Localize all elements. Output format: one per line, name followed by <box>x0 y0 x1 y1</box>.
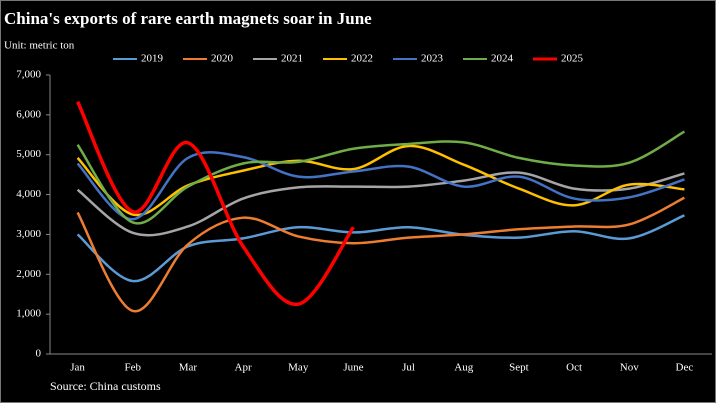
y-tick-label: 7,000 <box>16 69 41 81</box>
legend-label: 2020 <box>211 53 234 65</box>
series-line <box>76 130 686 225</box>
y-tick-label: 0 <box>36 348 42 360</box>
x-tick-label: Sept <box>509 362 529 374</box>
x-tick-label: Feb <box>125 362 142 374</box>
subtitle: Unit: metric ton <box>4 40 75 52</box>
x-tick-label: Aug <box>454 362 473 374</box>
y-tick-label: 4,000 <box>16 188 41 200</box>
series-line <box>76 171 685 237</box>
series-line <box>76 196 685 313</box>
series-line <box>76 151 685 221</box>
x-tick-label: June <box>343 362 363 374</box>
series-line <box>76 100 355 306</box>
y-tick-label: 1,000 <box>16 308 41 320</box>
y-tick-label: 5,000 <box>16 148 41 160</box>
legend-label: 2019 <box>141 53 164 65</box>
y-tick-label: 2,000 <box>16 268 41 280</box>
x-tick-label: Jan <box>70 362 85 374</box>
y-tick-label: 3,000 <box>16 228 41 240</box>
x-tick-label: Jul <box>402 362 415 374</box>
chart-title: China's exports of rare earth magnets so… <box>4 9 372 28</box>
series-line <box>76 144 685 217</box>
y-tick-label: 6,000 <box>16 108 41 120</box>
x-tick-label: Apr <box>235 362 252 374</box>
x-tick-label: Oct <box>566 362 582 374</box>
source: Source: China customs <box>50 379 161 393</box>
legend-label: 2023 <box>421 53 444 65</box>
legend-label: 2022 <box>351 53 373 65</box>
legend-label: 2024 <box>491 53 514 65</box>
x-tick-label: May <box>288 362 309 374</box>
x-tick-label: Mar <box>179 362 198 374</box>
x-tick-label: Nov <box>620 362 639 374</box>
series-line <box>76 214 685 283</box>
x-tick-label: Dec <box>676 362 694 374</box>
legend-label: 2021 <box>281 53 303 65</box>
legend-label: 2025 <box>561 53 584 65</box>
